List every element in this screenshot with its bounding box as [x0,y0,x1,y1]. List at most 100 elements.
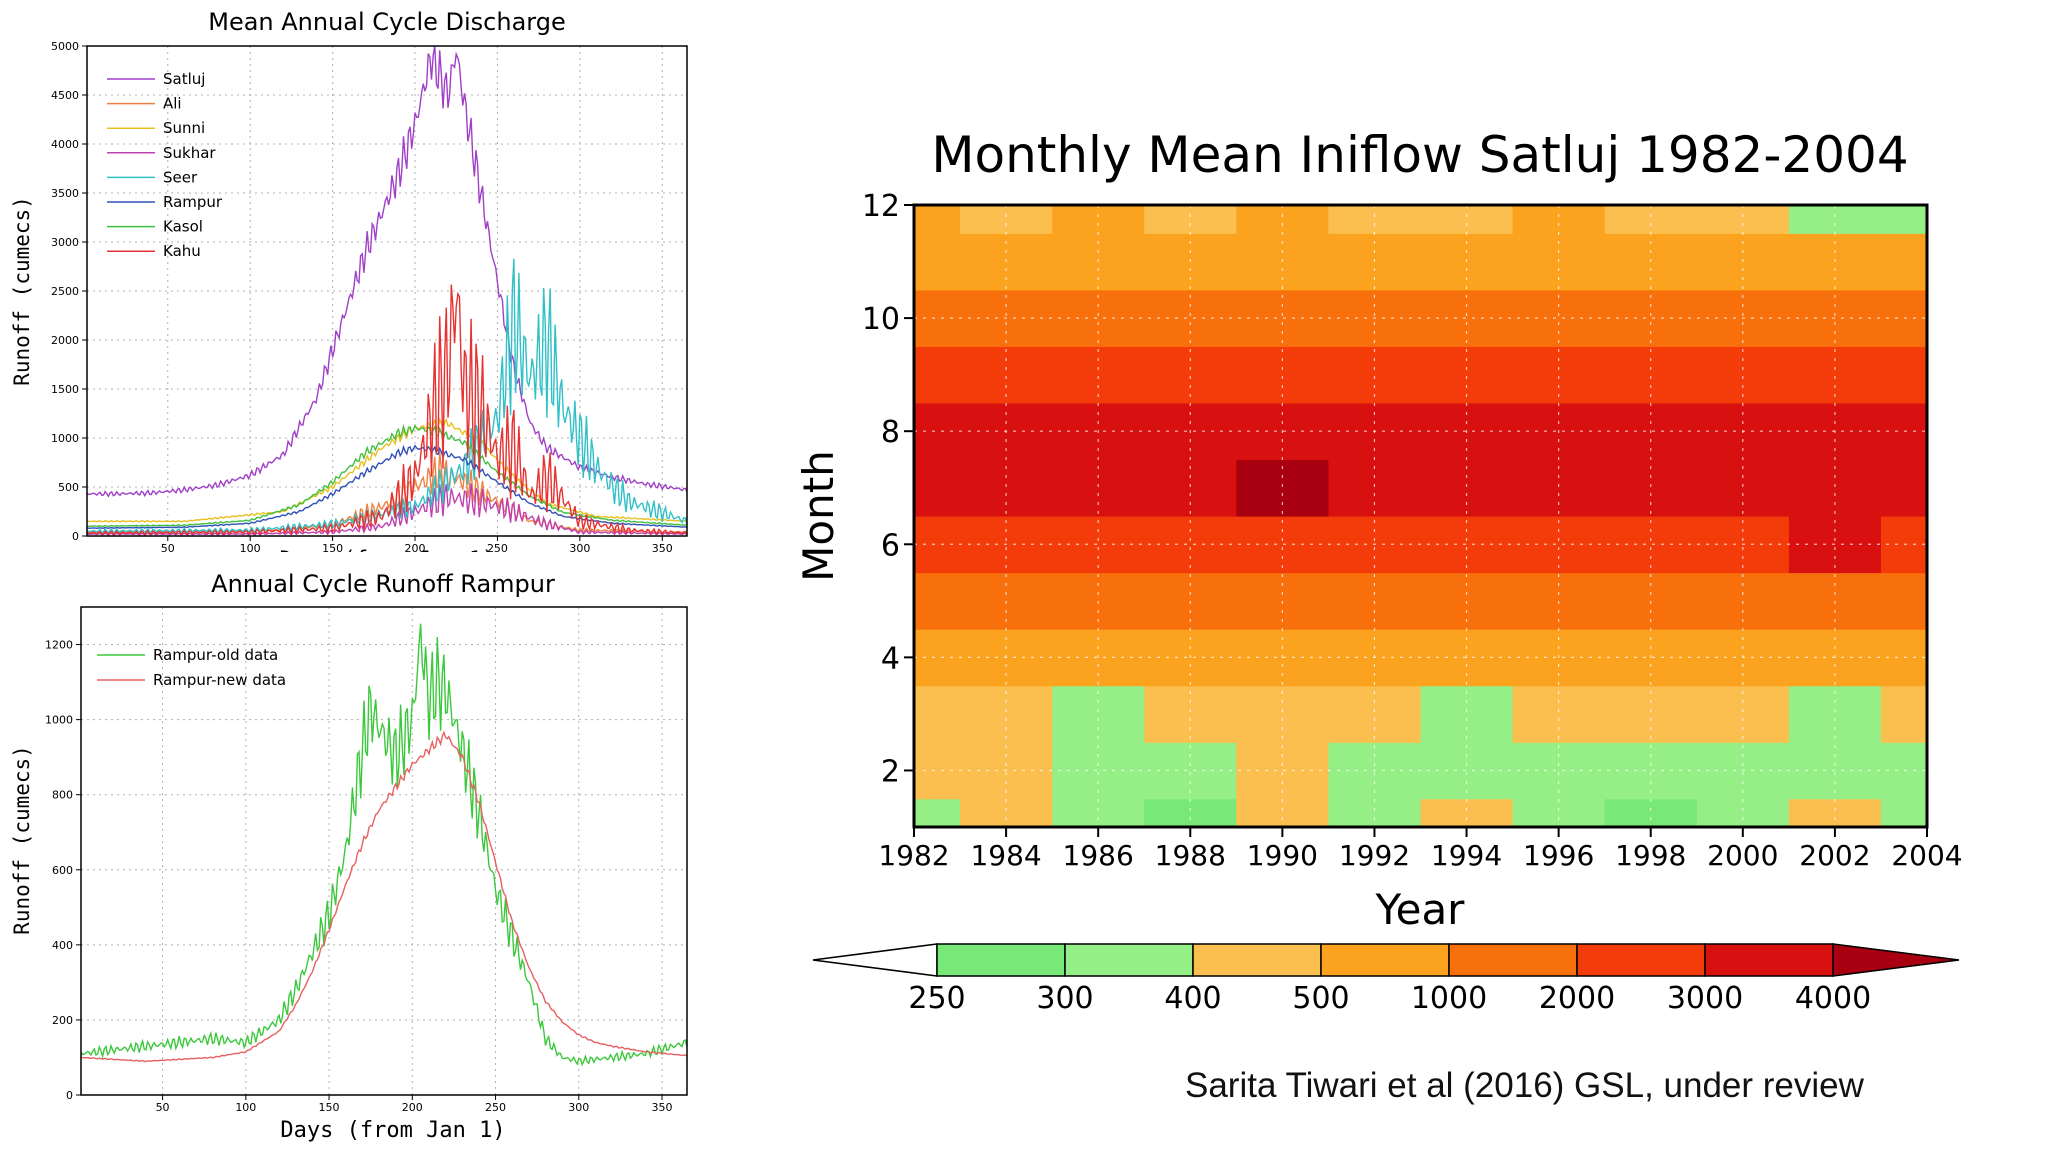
x-tick-label: 1992 [1339,839,1410,872]
inflow-heatmap-x-label: Year [1375,885,1466,934]
series-line-ali [86,451,688,535]
y-tick-label: 200 [52,1014,73,1027]
inflow-heatmap-x-ticks: 1982 1984 1986 1988 1990 1992 1994 1996 1998 2000… [878,827,1963,872]
y-tick-label: 3500 [51,187,79,200]
colorbar-level-label: 2000 [1539,981,1615,1016]
y-tick-label: 2 [881,754,900,789]
heatmap-cell [960,205,1053,234]
colorbar-segment [1064,943,1194,977]
legend-label: Sunni [163,119,205,137]
discharge-chart-y-ticks: 0 500 1000 1500 2000 2500 3000 3500 4000 4500 5000 [51,40,87,543]
inflow-heatmap-y-label: Month [794,450,843,582]
x-tick-label: 1984 [970,839,1041,872]
colorbar-level-label: 500 [1292,981,1349,1016]
y-tick-label: 1200 [45,639,73,652]
heatmap-cell [914,685,961,743]
discharge-chart-x-ticks: 50 100 150 200 250 300 350 [161,536,673,555]
heatmap-cell [914,798,961,828]
y-tick-label: 2500 [51,285,79,298]
inflow-heatmap-colorbar: 250 300 400 500 1000 2000 3000 4000 [812,943,1960,1016]
heatmap-cell [1512,798,1606,828]
y-tick-label: 4 [881,641,900,676]
colorbar-high-extension [1832,943,1960,977]
y-tick-label: 1500 [51,383,79,396]
heatmap-cell [960,346,1053,404]
heatmap-cell [1512,346,1606,404]
heatmap-cell [1052,205,1145,234]
x-tick-label: 50 [156,1101,170,1114]
heatmap-cell [1052,798,1145,828]
heatmap-cell [1144,798,1237,828]
heatmap-cell [1512,685,1606,743]
y-tick-label: 5000 [51,40,79,53]
heatmap-cell [1788,205,1882,234]
legend-label: Sukhar [163,144,216,162]
heatmap-cell [1788,289,1882,347]
x-tick-label: 350 [652,542,673,555]
heatmap-cell [1788,346,1882,404]
discharge-chart-legend: Satluj Ali Sunni Sukhar Seer Rampur Kasol Kahu [107,70,223,260]
colorbar-level-label: 1000 [1411,981,1487,1016]
inflow-heatmap-frame [912,203,1929,829]
series-line-rampur-old-data [80,623,688,1067]
heatmap-cell [1236,346,1330,404]
x-tick-label: 2000 [1707,839,1778,872]
heatmap-cell [1880,205,1928,234]
x-tick-label: 1986 [1063,839,1134,872]
heatmap-cell [1880,346,1928,404]
y-tick-label: 8 [881,415,900,450]
discharge-chart-title: Mean Annual Cycle Discharge [208,8,566,36]
discharge-chart: Mean Annual Cycle Discharge 050010001500… [10,8,688,571]
series-line-sunni [86,417,688,523]
inflow-heatmap-y-ticks: 2 4 6 8 10 12 [862,189,914,789]
rampur-chart-legend: Rampur-old data Rampur-new data [97,646,286,689]
x-tick-label: 150 [319,1101,340,1114]
y-tick-label: 12 [862,189,900,224]
y-tick-label: 2000 [51,334,79,347]
x-tick-label: 100 [235,1101,256,1114]
x-tick-label: 1998 [1615,839,1686,872]
inflow-heatmap: Monthly Mean Iniflow Satluj 1982-2004 2 4… [794,126,1963,1016]
x-tick-label: 300 [569,542,590,555]
x-tick-label: 200 [402,1101,423,1114]
heatmap-cell [1696,685,1790,743]
heatmap-cell [1512,205,1606,234]
heatmap-cell [1236,742,1330,800]
heatmap-cell [1788,798,1882,828]
y-tick-label: 600 [52,864,73,877]
rampur-chart-x-label: Days (from Jan 1) [280,1118,505,1143]
heatmap-cell [1052,346,1145,404]
heatmap-cell [1696,205,1790,234]
x-tick-label: 1990 [1247,839,1318,872]
x-tick-label: 100 [240,542,261,555]
legend-label: Ali [163,95,182,113]
rampur-chart-frame [80,606,688,1096]
x-tick-label: 350 [652,1101,673,1114]
heatmap-cell [1604,205,1698,234]
heatmap-cell [1420,516,1514,574]
legend-label: Kahu [163,242,201,260]
heatmap-cell [1696,798,1790,828]
x-tick-label: 150 [322,542,343,555]
discharge-chart-series [86,45,688,536]
heatmap-cell [1880,572,1928,630]
x-tick-label: 1996 [1523,839,1594,872]
colorbar-segment [1192,943,1322,977]
heatmap-cell [1420,685,1514,743]
y-tick-label: 0 [66,1089,73,1102]
heatmap-cell [1788,742,1882,800]
heatmap-cell [1144,205,1237,234]
colorbar-low-extension [812,943,938,977]
colorbar-segment [1704,943,1834,977]
y-tick-label: 10 [862,302,900,337]
y-tick-label: 1000 [51,432,79,445]
heatmap-cell [914,289,961,347]
x-tick-label: 2004 [1891,839,1962,872]
series-line-satluj [86,45,688,498]
heatmap-cell [1880,233,1928,291]
rampur-chart-y-label: Runoff (cumecs) [10,745,34,935]
heatmap-cell [914,742,961,800]
heatmap-cell [960,798,1053,828]
heatmap-cell [1880,798,1928,828]
